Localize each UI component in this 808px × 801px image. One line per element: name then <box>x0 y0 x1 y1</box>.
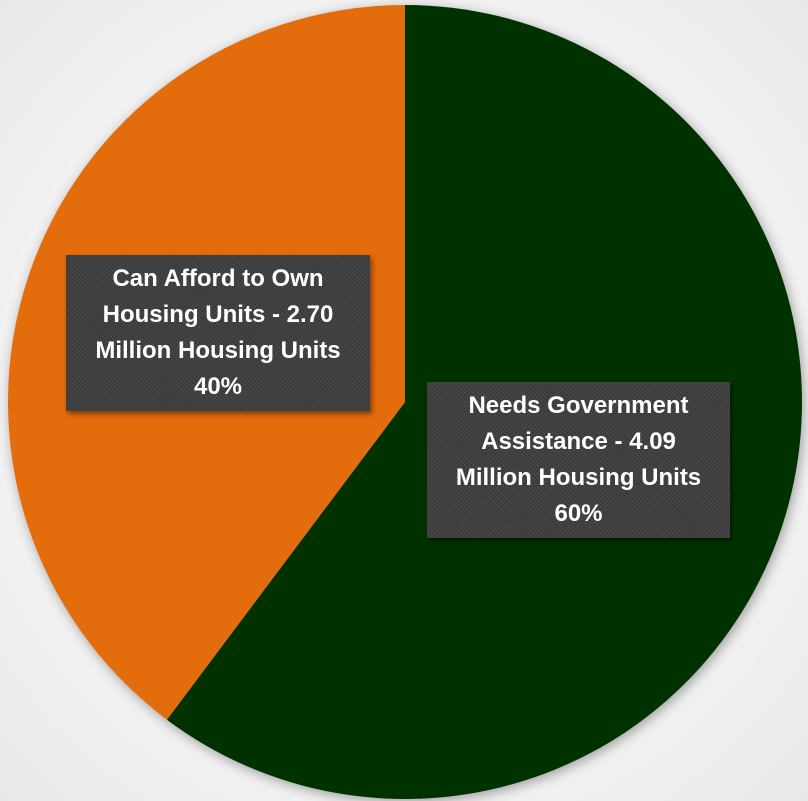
slice-label-line: Needs Government <box>468 392 689 419</box>
slice-label-line: Million Housing Units <box>455 464 702 491</box>
slice-label-line: Assistance - 4.09 <box>481 428 676 455</box>
slice-label-percent: 60% <box>554 500 603 527</box>
slice-label-line: Housing Units - 2.70 <box>102 301 334 328</box>
slice-label-can-afford: Can Afford to Own Housing Units - 2.70 M… <box>66 255 370 411</box>
slice-label-line: Million Housing Units <box>95 337 341 364</box>
slice-label-line: Can Afford to Own <box>112 265 324 292</box>
slice-label-percent: 40% <box>193 373 243 400</box>
slice-label-needs-assistance: Needs Government Assistance - 4.09 Milli… <box>427 382 730 538</box>
